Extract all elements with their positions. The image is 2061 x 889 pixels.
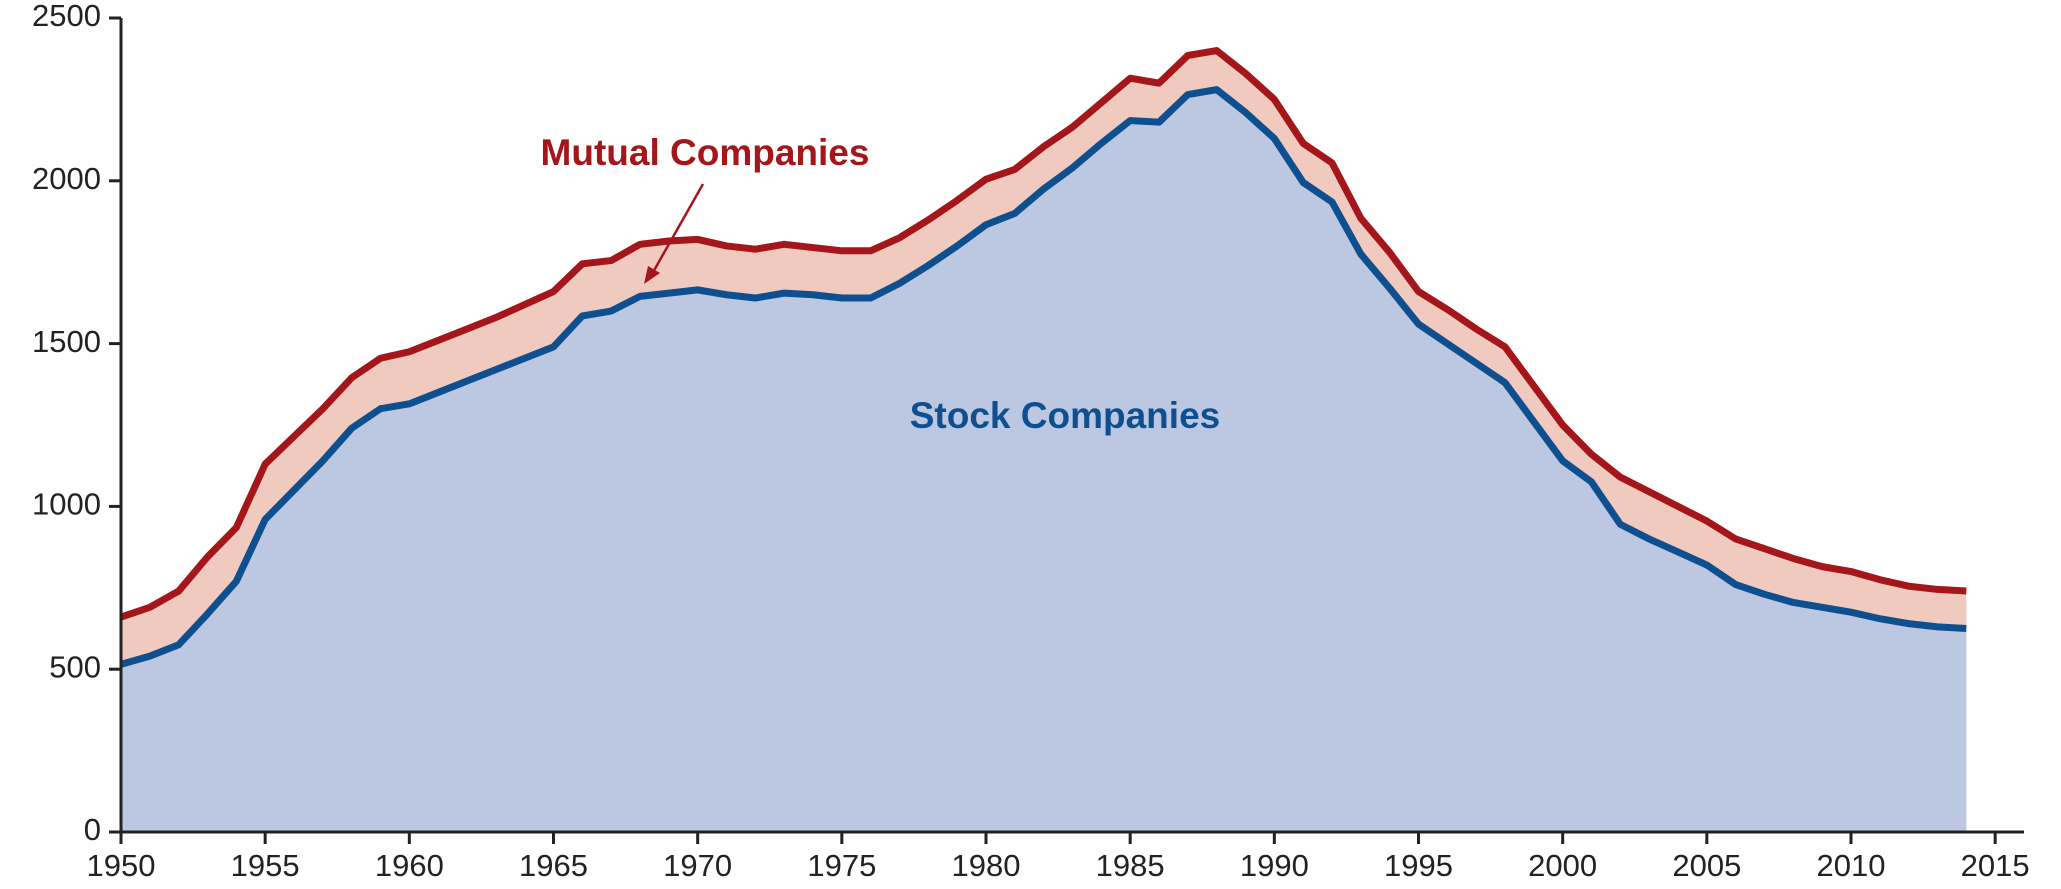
annotation-arrow	[650, 183, 705, 275]
line	[120, 86, 1967, 668]
y-tick-label: 0	[84, 812, 101, 847]
x-tick-label: 1995	[1384, 848, 1453, 883]
plot-area	[119, 47, 1967, 832]
series-annotation: Stock Companies	[910, 395, 1220, 436]
line	[119, 47, 1967, 621]
x-tick-label: 1965	[519, 848, 588, 883]
x-tick-label: 1990	[1240, 848, 1309, 883]
x-tick-label: 2000	[1528, 848, 1597, 883]
x-tick-label: 2010	[1817, 848, 1886, 883]
y-tick-label: 500	[49, 649, 101, 684]
x-tick-label: 1950	[87, 848, 156, 883]
x-tick-label: 1960	[375, 848, 444, 883]
area	[121, 50, 1967, 665]
x-tick-label: 2015	[1961, 848, 2030, 883]
x-tick-label: 2005	[1672, 848, 1741, 883]
series-annotation: Mutual Companies	[541, 132, 870, 173]
y-tick-label: 2000	[32, 161, 101, 196]
x-tick-label: 1955	[231, 848, 300, 883]
x-tick-label: 1975	[807, 848, 876, 883]
y-tick-label: 2500	[32, 0, 101, 33]
y-tick-label: 1000	[32, 487, 101, 522]
x-tick-label: 1985	[1096, 848, 1165, 883]
area	[121, 89, 1967, 832]
arrow-head	[644, 266, 660, 284]
x-tick-label: 1970	[663, 848, 732, 883]
y-tick-label: 1500	[32, 324, 101, 359]
x-tick-label: 1980	[952, 848, 1021, 883]
